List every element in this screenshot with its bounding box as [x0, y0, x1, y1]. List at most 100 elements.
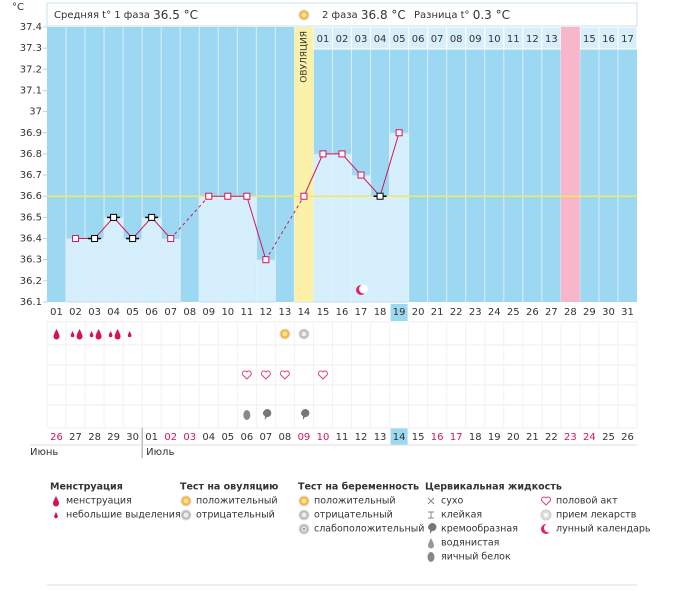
- icon-shape: [54, 512, 58, 519]
- x-tick-label: 10: [221, 307, 234, 318]
- point-marker: [72, 235, 80, 243]
- legend-item: положительный: [196, 496, 278, 507]
- legend-item: отрицательный: [196, 510, 275, 521]
- x-tick-label: 20: [412, 307, 425, 318]
- icon-shape: [53, 496, 59, 507]
- icon-shape: [53, 329, 60, 340]
- date-label: 02: [164, 432, 177, 443]
- date-label: 29: [107, 432, 120, 443]
- x-tick-label: 21: [431, 307, 444, 318]
- icon-shape: [427, 497, 435, 505]
- today-date-highlight: [390, 428, 408, 445]
- legend-item: положительный: [314, 496, 396, 507]
- phase1-label-text: Средняя t° 1 фаза: [54, 10, 150, 21]
- phase2-day-label: 12: [526, 34, 539, 45]
- legend-icon: [541, 523, 553, 534]
- bar: [103, 216, 124, 303]
- phase2-day-label: 11: [507, 34, 520, 45]
- y-tick-label: 37: [29, 107, 42, 118]
- phase2-day-label: 08: [450, 34, 463, 45]
- legend-icon: [427, 497, 435, 505]
- point-marker: [167, 235, 175, 243]
- legend-icon: [427, 552, 435, 562]
- legend-item: клейкая: [441, 510, 482, 521]
- legend-item: яичный белок: [441, 552, 511, 563]
- legend-icon: [428, 523, 437, 534]
- x-tick-label: 28: [564, 307, 577, 318]
- day-mark: [279, 328, 291, 340]
- phase2-day-label: 04: [374, 34, 387, 45]
- point-marker: [224, 192, 232, 200]
- x-tick-label: 26: [526, 307, 539, 318]
- icon-shape: [541, 496, 551, 506]
- x-tick-label: 27: [545, 307, 558, 318]
- x-tick-label: 24: [488, 307, 501, 318]
- icon-shape: [108, 331, 113, 338]
- today-highlight: [390, 304, 408, 321]
- icon-shape: [183, 498, 189, 504]
- legend-item: прием лекарств: [556, 510, 637, 521]
- y-tick-label: 36.5: [20, 212, 42, 223]
- y-tick-label: 36.1: [20, 297, 42, 308]
- bar: [141, 216, 162, 303]
- icon-shape: [428, 538, 434, 549]
- date-label: 13: [374, 432, 387, 443]
- date-label: 28: [88, 432, 101, 443]
- legend-icon: [540, 509, 552, 521]
- x-tick-label: 09: [202, 307, 215, 318]
- date-label: 16: [431, 432, 444, 443]
- point-marker: [110, 213, 118, 221]
- x-tick-label: 14: [298, 307, 311, 318]
- legend-title: Менструация: [50, 482, 123, 493]
- phase1-avg: 36.5 °C: [153, 8, 198, 22]
- header-ovulation-icon: [298, 9, 310, 21]
- day-mark: [300, 409, 310, 420]
- x-tick-label: 12: [260, 307, 273, 318]
- date-label: 26: [621, 432, 634, 443]
- icon-shape: [317, 370, 328, 380]
- legend-icon: [428, 511, 434, 519]
- legend-icon: [298, 509, 310, 521]
- phase2-day-label: 10: [488, 34, 501, 45]
- header-bar: [46, 2, 638, 27]
- point-marker: [205, 192, 213, 200]
- legend-item: слабоположительный: [314, 524, 424, 535]
- legend-icon: [298, 523, 310, 535]
- bar: [255, 259, 276, 303]
- icon-shape: [262, 409, 272, 420]
- x-tick-label: 18: [374, 307, 387, 318]
- bar: [198, 195, 219, 303]
- bar: [160, 238, 181, 303]
- icon-shape: [302, 527, 306, 531]
- expected-period-band: [560, 27, 580, 302]
- point-marker: [262, 256, 270, 264]
- date-label: 25: [602, 432, 615, 443]
- date-label: 27: [69, 432, 82, 443]
- diff-label: Разница t° 0.3 °C: [414, 8, 510, 22]
- date-label: 07: [260, 432, 273, 443]
- x-tick-label: 29: [583, 307, 596, 318]
- y-tick-label: 36.3: [20, 255, 42, 266]
- x-tick-label: 31: [621, 307, 634, 318]
- day-mark: [76, 329, 83, 340]
- legend-item: менструация: [66, 496, 132, 507]
- legend-icon: [541, 496, 551, 506]
- month-label: Июль: [146, 447, 174, 458]
- date-label: 12: [355, 432, 368, 443]
- day-mark: [298, 328, 310, 340]
- phase2-label: 2 фаза 36.8 °C: [322, 8, 406, 22]
- date-label: 10: [317, 432, 330, 443]
- gap-connector: [265, 195, 305, 260]
- legend-title: Цервикальная жидкость: [425, 482, 562, 493]
- y-unit: °C: [12, 2, 24, 13]
- phase2-day-label: 06: [412, 34, 425, 45]
- legend-title: Тест на овуляцию: [180, 482, 278, 493]
- phase2-day-label: 17: [621, 34, 634, 45]
- point-marker: [129, 235, 137, 243]
- legend-icon: [428, 538, 434, 549]
- phase2-label-text: 2 фаза: [322, 10, 358, 21]
- point-marker: [300, 192, 308, 200]
- day-mark: [262, 409, 272, 420]
- point-marker: [91, 235, 99, 243]
- x-tick-label: 17: [355, 307, 368, 318]
